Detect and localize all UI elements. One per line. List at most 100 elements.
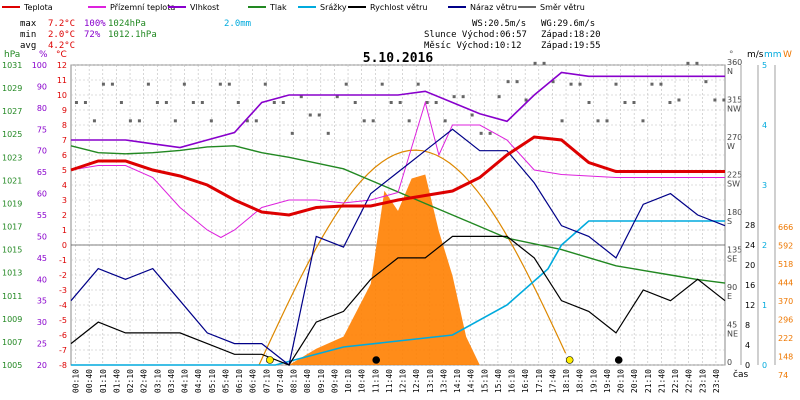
tick-temp: 3 (62, 196, 67, 205)
tick-pct: 75 (37, 125, 47, 134)
tick-dir-name: W (727, 142, 735, 151)
stats-avg-label: avg (20, 41, 36, 51)
tick-x: 15:10 (480, 369, 489, 393)
axis-unit-deg: ° (729, 50, 734, 60)
tick-x: 02:40 (140, 369, 149, 393)
legend-label: Tlak (269, 3, 287, 12)
wind-dir-point (533, 61, 537, 65)
tick-hpa: 1021 (2, 176, 22, 185)
wind-dir-point (542, 61, 546, 65)
wind-dir-point (641, 119, 645, 123)
wind-dir-point (713, 98, 717, 102)
info-sun-set: Západ:18:20 (541, 30, 601, 40)
stats-max-label: max (20, 19, 37, 29)
wind-dir-point (596, 119, 600, 123)
x-axis-label: čas (733, 369, 748, 380)
axis-unit-temp: °C (56, 50, 67, 60)
legend-label: Náraz větru (470, 3, 517, 12)
tick-x: 11:40 (385, 369, 394, 393)
wind-dir-point (299, 95, 303, 99)
wind-dir-point (704, 80, 708, 84)
tick-w: 74 (778, 371, 788, 380)
tick-x: 06:40 (249, 369, 258, 393)
tick-pct: 60 (37, 190, 47, 199)
wind-dir-point (677, 98, 681, 102)
tick-temp: 0 (62, 241, 67, 250)
chart-title: 5.10.2016 (363, 51, 434, 66)
legend-label: Srážky (320, 3, 347, 12)
legend-label: Přízemní teplota (110, 3, 175, 12)
tick-x: 16:40 (521, 369, 530, 393)
tick-hpa: 1023 (2, 153, 22, 162)
axis-unit-pct: % (39, 50, 48, 60)
wind-dir-point (245, 119, 249, 123)
wind-dir-point (308, 113, 312, 117)
tick-pct: 30 (37, 318, 47, 327)
tick-x: 05:40 (221, 369, 230, 393)
tick-temp: 9 (62, 106, 67, 115)
tick-x: 09:10 (317, 369, 326, 393)
legend-label: Rychlost větru (370, 3, 427, 12)
wind-dir-point (254, 119, 258, 123)
wind-dir-point (425, 101, 429, 104)
wind-dir-point (380, 82, 384, 86)
tick-mm: 4 (762, 121, 767, 130)
tick-hpa: 1009 (2, 315, 22, 324)
tick-dir-deg: 180 (727, 208, 742, 217)
wind-dir-point (173, 119, 177, 123)
sun-path (258, 149, 567, 366)
wind-dir-point (443, 119, 447, 123)
tick-dir-deg: 225 (727, 171, 742, 180)
wind-dir-point (605, 119, 609, 123)
tick-x: 22:40 (685, 369, 694, 393)
tick-hpa: 1019 (2, 199, 22, 208)
info-block: WS:20.5m/s WG:29.6m/s Slunce Východ:06:5… (424, 19, 601, 51)
radiation-area (289, 174, 480, 365)
tick-ms: 28 (745, 221, 755, 230)
tick-x: 17:10 (535, 369, 544, 393)
wind-dir-point (92, 119, 96, 123)
wind-dir-point (650, 82, 654, 86)
tick-x: 12:40 (412, 369, 421, 393)
tick-temp: 6 (62, 151, 67, 160)
tick-ms: 20 (745, 261, 755, 270)
wind-dir-point (452, 95, 456, 99)
wind-dir-point (344, 82, 348, 86)
tick-pct: 90 (37, 82, 47, 91)
tick-x: 18:40 (576, 369, 585, 393)
wind-dir-point (560, 119, 564, 123)
wind-dir-point (317, 113, 321, 117)
tick-x: 10:40 (358, 369, 367, 393)
tick-ms: 0 (745, 361, 750, 370)
wind-dir-point (578, 82, 582, 86)
wind-dir-point (83, 101, 87, 104)
wind-dir-point (632, 101, 636, 104)
tick-hpa: 1015 (2, 246, 22, 255)
tick-hpa: 1007 (2, 338, 22, 347)
moonset-marker (614, 356, 623, 364)
wind-dir-point (272, 101, 276, 104)
tick-hpa: 1017 (2, 223, 22, 232)
wind-dir-point (407, 119, 411, 123)
wind-dir-point (128, 119, 132, 123)
tick-dir-deg: 360 (727, 58, 742, 67)
temperature-line (70, 135, 725, 217)
sunset-marker (565, 356, 574, 364)
tick-temp: 8 (62, 121, 67, 130)
plot-area (70, 61, 726, 367)
tick-temp: -7 (59, 346, 67, 355)
tick-temp: 5 (62, 166, 67, 175)
tick-x: 22:10 (671, 369, 680, 393)
axis-unit-ms: m/s (747, 50, 764, 60)
wind-gust-line (70, 128, 726, 367)
wind-dir-point (524, 98, 528, 102)
wind-dir-point (497, 95, 501, 99)
legend-label: Teplota (23, 3, 53, 12)
tick-mm: 0 (762, 361, 767, 370)
tick-x: 23:40 (712, 369, 721, 393)
tick-x: 10:10 (344, 369, 353, 393)
info-moon-rise: Měsíc Východ:10:12 (424, 41, 522, 51)
tick-x: 05:10 (208, 369, 217, 393)
tick-temp: -2 (59, 271, 67, 280)
